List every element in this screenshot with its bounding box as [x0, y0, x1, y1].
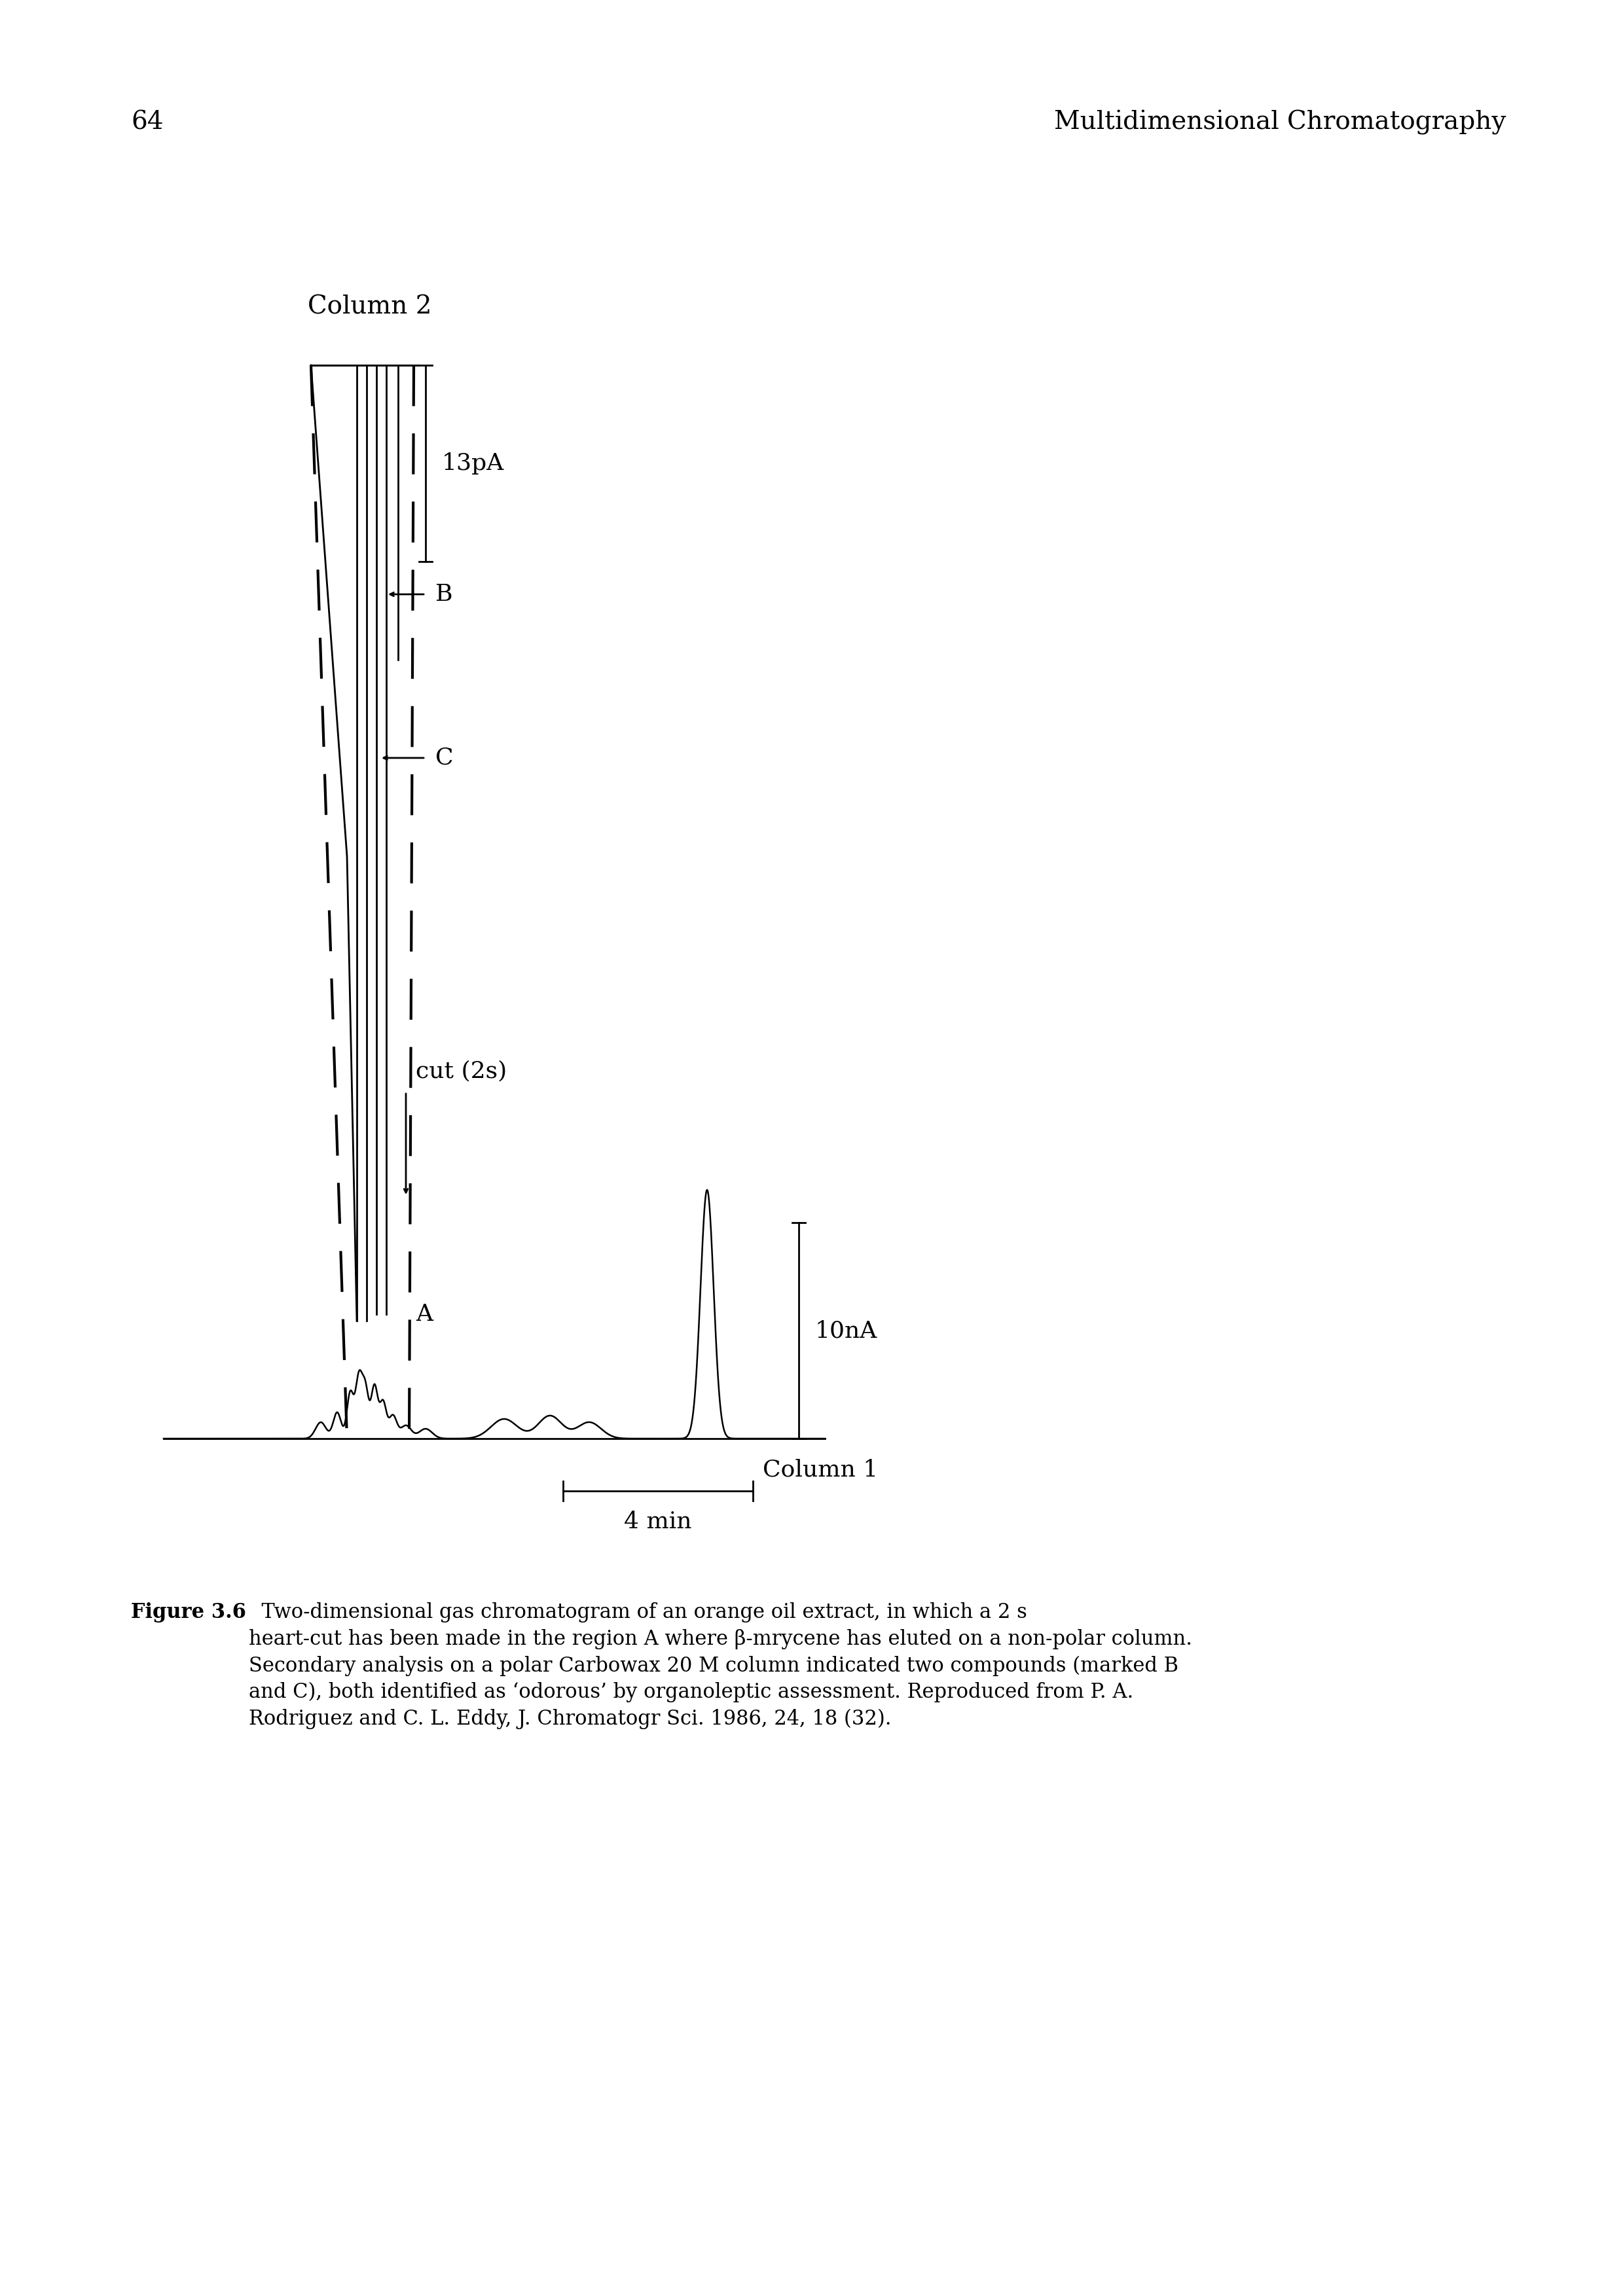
Text: 64: 64 [131, 110, 164, 133]
Text: Multidimensional Chromatography: Multidimensional Chromatography [1053, 110, 1506, 135]
Text: B: B [435, 583, 453, 606]
Text: C: C [435, 746, 453, 769]
Text: 10nA: 10nA [815, 1320, 878, 1341]
Text: Figure 3.6: Figure 3.6 [131, 1603, 247, 1623]
Text: 13pA: 13pA [441, 452, 505, 475]
Text: 4 min: 4 min [625, 1511, 691, 1534]
Text: Column 1: Column 1 [763, 1458, 878, 1481]
Text: Column 2: Column 2 [308, 296, 432, 319]
Text: Two-dimensional gas chromatogram of an orange oil extract, in which a 2 s
heart-: Two-dimensional gas chromatogram of an o… [248, 1603, 1193, 1729]
Text: A: A [415, 1304, 433, 1325]
Text: cut (2s): cut (2s) [415, 1061, 506, 1081]
